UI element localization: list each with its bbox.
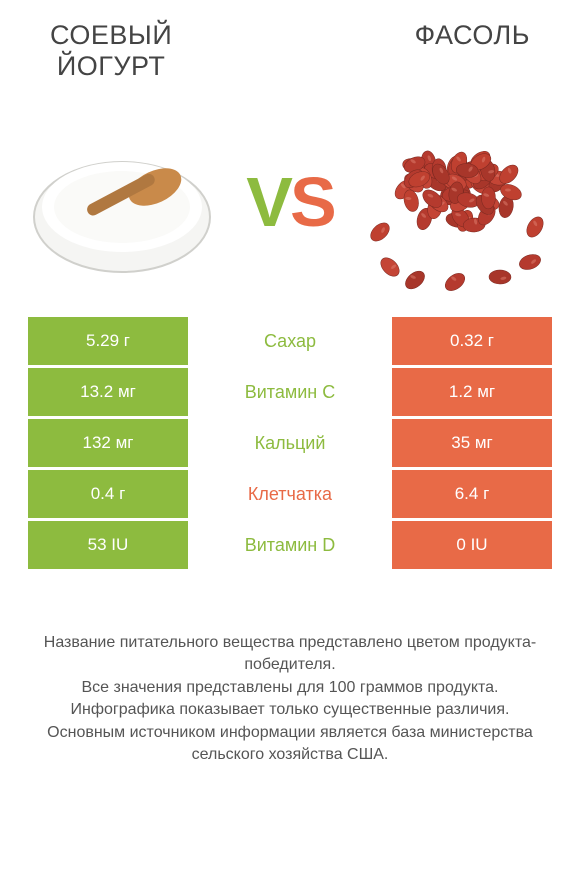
left-value: 53 IU (28, 521, 188, 569)
nutrient-label: Сахар (188, 317, 392, 365)
left-value: 0.4 г (28, 470, 188, 518)
footer-notes: Название питательного вещества представл… (0, 572, 580, 766)
nutrient-label: Витамин C (188, 368, 392, 416)
footer-line: Все значения представлены для 100 граммо… (30, 677, 550, 699)
vs-v: V (246, 163, 290, 241)
footer-line: Название питательного вещества представл… (30, 632, 550, 677)
footer-line: Основным источником информации является … (30, 722, 550, 767)
vs-s: S (290, 163, 334, 241)
table-row: 13.2 мгВитамин C1.2 мг (28, 368, 552, 416)
right-value: 0 IU (392, 521, 552, 569)
left-value: 13.2 мг (28, 368, 188, 416)
right-product-title: Фасоль (415, 20, 530, 82)
right-value: 0.32 г (392, 317, 552, 365)
nutrient-label: Клетчатка (188, 470, 392, 518)
images-row: VS (0, 92, 580, 317)
left-value: 132 мг (28, 419, 188, 467)
vs-label: VS (246, 162, 333, 242)
table-row: 5.29 гСахар0.32 г (28, 317, 552, 365)
right-value: 35 мг (392, 419, 552, 467)
header: Соевый йогурт Фасоль (0, 0, 580, 92)
left-product-image (25, 112, 220, 292)
right-value: 6.4 г (392, 470, 552, 518)
table-row: 132 мгКальций35 мг (28, 419, 552, 467)
right-product-image (360, 112, 555, 292)
right-value: 1.2 мг (392, 368, 552, 416)
footer-line: Инфографика показывает только существенн… (30, 699, 550, 721)
comparison-table: 5.29 гСахар0.32 г13.2 мгВитамин C1.2 мг1… (0, 317, 580, 569)
nutrient-label: Кальций (188, 419, 392, 467)
left-value: 5.29 г (28, 317, 188, 365)
left-product-title: Соевый йогурт (50, 20, 172, 82)
nutrient-label: Витамин D (188, 521, 392, 569)
table-row: 0.4 гКлетчатка6.4 г (28, 470, 552, 518)
table-row: 53 IUВитамин D0 IU (28, 521, 552, 569)
